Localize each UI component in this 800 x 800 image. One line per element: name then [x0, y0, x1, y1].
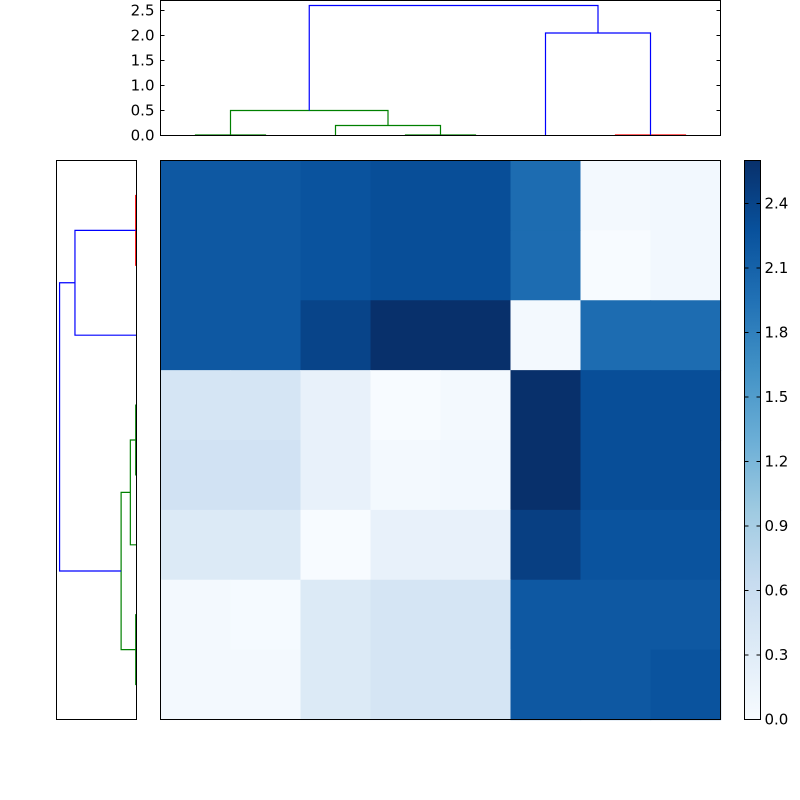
heatmap-cell-r0-c0 — [160, 160, 232, 231]
colorbar: 0.0 0.3 0.6 0.9 1.2 1.5 1.8 2.1 2.4 — [744, 160, 789, 729]
heatmap-cell-r2-c7 — [650, 300, 722, 371]
heatmap-cell-r5-c2 — [300, 509, 372, 581]
heatmap-cell-r2-c3 — [370, 300, 442, 371]
heatmap-cell-r5-c4 — [440, 509, 512, 581]
heatmap-cell-r5-c6 — [580, 509, 652, 581]
heatmap-cell-r4-c3 — [370, 440, 442, 511]
heatmap — [160, 160, 722, 721]
left-dendrogram-link-5 — [120, 491, 136, 651]
heatmap-cell-r4-c6 — [580, 440, 652, 511]
heatmap-cell-r4-c7 — [650, 440, 722, 511]
heatmap-cell-r2-c4 — [440, 300, 512, 371]
top-dendrogram-link-2 — [334, 124, 442, 136]
heatmap-cell-r4-c0 — [160, 440, 232, 511]
left-dendrogram-link-6 — [58, 282, 122, 572]
heatmap-cell-r1-c0 — [160, 230, 232, 301]
colorbar-tick-label-4: 1.2 — [765, 453, 789, 471]
heatmap-cell-r4-c2 — [300, 440, 372, 511]
colorbar-frame — [744, 160, 761, 720]
top-dendrogram-link-5 — [544, 32, 652, 136]
heatmap-cell-r2-c6 — [580, 300, 652, 371]
row-dendrogram — [56, 160, 137, 720]
heatmap-cell-r7-c2 — [300, 649, 372, 721]
colorbar-gradient — [744, 160, 761, 720]
top-dendrogram-link-6 — [308, 4, 599, 111]
heatmap-cell-r3-c2 — [300, 370, 372, 441]
heatmap-cell-r6-c4 — [440, 579, 512, 651]
heatmap-cell-r5-c1 — [230, 509, 302, 581]
heatmap-cell-r1-c7 — [650, 230, 722, 301]
heatmap-cell-r0-c1 — [230, 160, 302, 231]
heatmap-cell-r5-c7 — [650, 509, 722, 581]
heatmap-cell-r1-c4 — [440, 230, 512, 301]
heatmap-cell-r1-c1 — [230, 230, 302, 301]
heatmap-cell-r3-c1 — [230, 370, 302, 441]
top-dendrogram-tick-label-3: 1.5 — [131, 52, 155, 70]
heatmap-cell-r5-c5 — [510, 509, 582, 581]
heatmap-cell-r2-c5 — [510, 300, 582, 371]
heatmap-cell-r0-c5 — [510, 160, 582, 231]
top-dendrogram-tick-label-0: 0.0 — [131, 127, 155, 145]
heatmap-cell-r0-c6 — [580, 160, 652, 231]
heatmap-cell-r4-c1 — [230, 440, 302, 511]
left-dendrogram-frame — [56, 160, 137, 720]
heatmap-cell-r3-c0 — [160, 370, 232, 441]
heatmap-cell-r6-c1 — [230, 579, 302, 651]
top-dendrogram-tick-label-2: 1.0 — [131, 77, 155, 95]
heatmap-cell-r6-c7 — [650, 579, 722, 651]
colorbar-tick-label-8: 2.4 — [765, 195, 789, 213]
heatmap-cell-r7-c5 — [510, 649, 582, 721]
heatmap-cell-r0-c7 — [650, 160, 722, 231]
top-dendrogram-frame — [160, 0, 721, 136]
heatmap-cell-r7-c0 — [160, 649, 232, 721]
heatmap-cell-r0-c2 — [300, 160, 372, 231]
heatmap-cell-r5-c0 — [160, 509, 232, 581]
colorbar-tick-label-6: 1.8 — [765, 324, 789, 342]
heatmap-cell-r2-c1 — [230, 300, 302, 371]
heatmap-frame — [160, 160, 721, 720]
heatmap-cell-r5-c3 — [370, 509, 442, 581]
heatmap-cell-r7-c4 — [440, 649, 512, 721]
heatmap-cell-r6-c6 — [580, 579, 652, 651]
heatmap-cell-r3-c6 — [580, 370, 652, 441]
colorbar-tick-label-0: 0.0 — [765, 711, 789, 729]
heatmap-cell-r1-c3 — [370, 230, 442, 301]
heatmap-cell-r7-c3 — [370, 649, 442, 721]
heatmap-cell-r0-c3 — [370, 160, 442, 231]
colorbar-tick-label-1: 0.3 — [765, 646, 789, 664]
heatmap-cell-r6-c3 — [370, 579, 442, 651]
top-dendrogram-tick-label-5: 2.5 — [131, 2, 155, 20]
heatmap-cell-r2-c2 — [300, 300, 372, 371]
colorbar-tick-label-5: 1.5 — [765, 388, 789, 406]
top-dendrogram-link-3 — [229, 109, 389, 135]
heatmap-cell-r0-c4 — [440, 160, 512, 231]
heatmap-cell-r6-c2 — [300, 579, 372, 651]
top-dendrogram-tick-label-1: 0.5 — [131, 102, 155, 120]
colorbar-tick-label-7: 2.1 — [765, 259, 789, 277]
heatmap-cell-r4-c5 — [510, 440, 582, 511]
heatmap-cell-r2-c0 — [160, 300, 232, 371]
left-dendrogram-link-1 — [74, 229, 137, 336]
column-dendrogram: 0.0 0.5 1.0 1.5 2.0 2.5 — [131, 0, 721, 145]
heatmap-cell-r3-c3 — [370, 370, 442, 441]
colorbar-tick-label-2: 0.6 — [765, 582, 789, 600]
heatmap-cell-r1-c5 — [510, 230, 582, 301]
heatmap-cell-r7-c6 — [580, 649, 652, 721]
heatmap-cell-r3-c5 — [510, 370, 582, 441]
top-dendrogram-tick-label-4: 2.0 — [131, 27, 155, 45]
heatmap-cell-r1-c6 — [580, 230, 652, 301]
heatmap-cell-r6-c0 — [160, 579, 232, 651]
heatmap-cell-r4-c4 — [440, 440, 512, 511]
colorbar-tick-label-3: 0.9 — [765, 517, 789, 535]
heatmap-cell-r7-c1 — [230, 649, 302, 721]
heatmap-cell-r6-c5 — [510, 579, 582, 651]
heatmap-cell-r3-c4 — [440, 370, 512, 441]
heatmap-cell-r1-c2 — [300, 230, 372, 301]
heatmap-cell-r7-c7 — [650, 649, 722, 721]
heatmap-cell-r3-c7 — [650, 370, 722, 441]
